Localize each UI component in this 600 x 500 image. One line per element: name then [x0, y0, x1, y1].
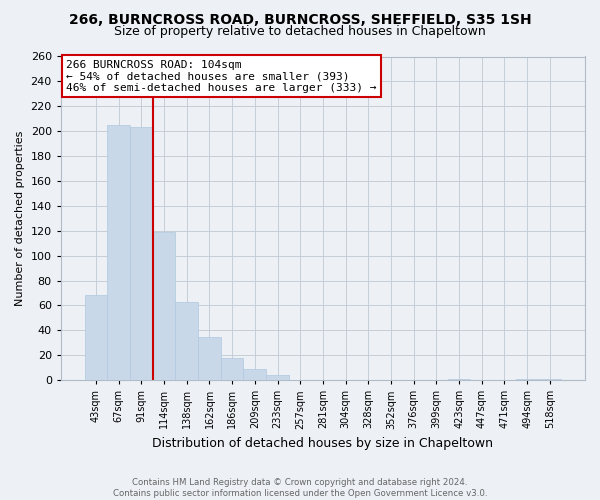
Bar — [175, 302, 198, 380]
Text: Size of property relative to detached houses in Chapeltown: Size of property relative to detached ho… — [114, 25, 486, 38]
Bar — [266, 375, 289, 380]
Text: 266 BURNCROSS ROAD: 104sqm
← 54% of detached houses are smaller (393)
46% of sem: 266 BURNCROSS ROAD: 104sqm ← 54% of deta… — [66, 60, 377, 93]
Bar — [221, 358, 244, 380]
Bar — [107, 125, 130, 380]
Y-axis label: Number of detached properties: Number of detached properties — [15, 130, 25, 306]
Bar — [448, 379, 470, 380]
Bar — [153, 232, 175, 380]
Bar — [85, 296, 107, 380]
Bar — [130, 128, 153, 380]
X-axis label: Distribution of detached houses by size in Chapeltown: Distribution of detached houses by size … — [152, 437, 493, 450]
Text: 266, BURNCROSS ROAD, BURNCROSS, SHEFFIELD, S35 1SH: 266, BURNCROSS ROAD, BURNCROSS, SHEFFIEL… — [68, 12, 532, 26]
Bar — [244, 369, 266, 380]
Bar — [538, 379, 561, 380]
Text: Contains HM Land Registry data © Crown copyright and database right 2024.
Contai: Contains HM Land Registry data © Crown c… — [113, 478, 487, 498]
Bar — [516, 379, 538, 380]
Bar — [198, 336, 221, 380]
